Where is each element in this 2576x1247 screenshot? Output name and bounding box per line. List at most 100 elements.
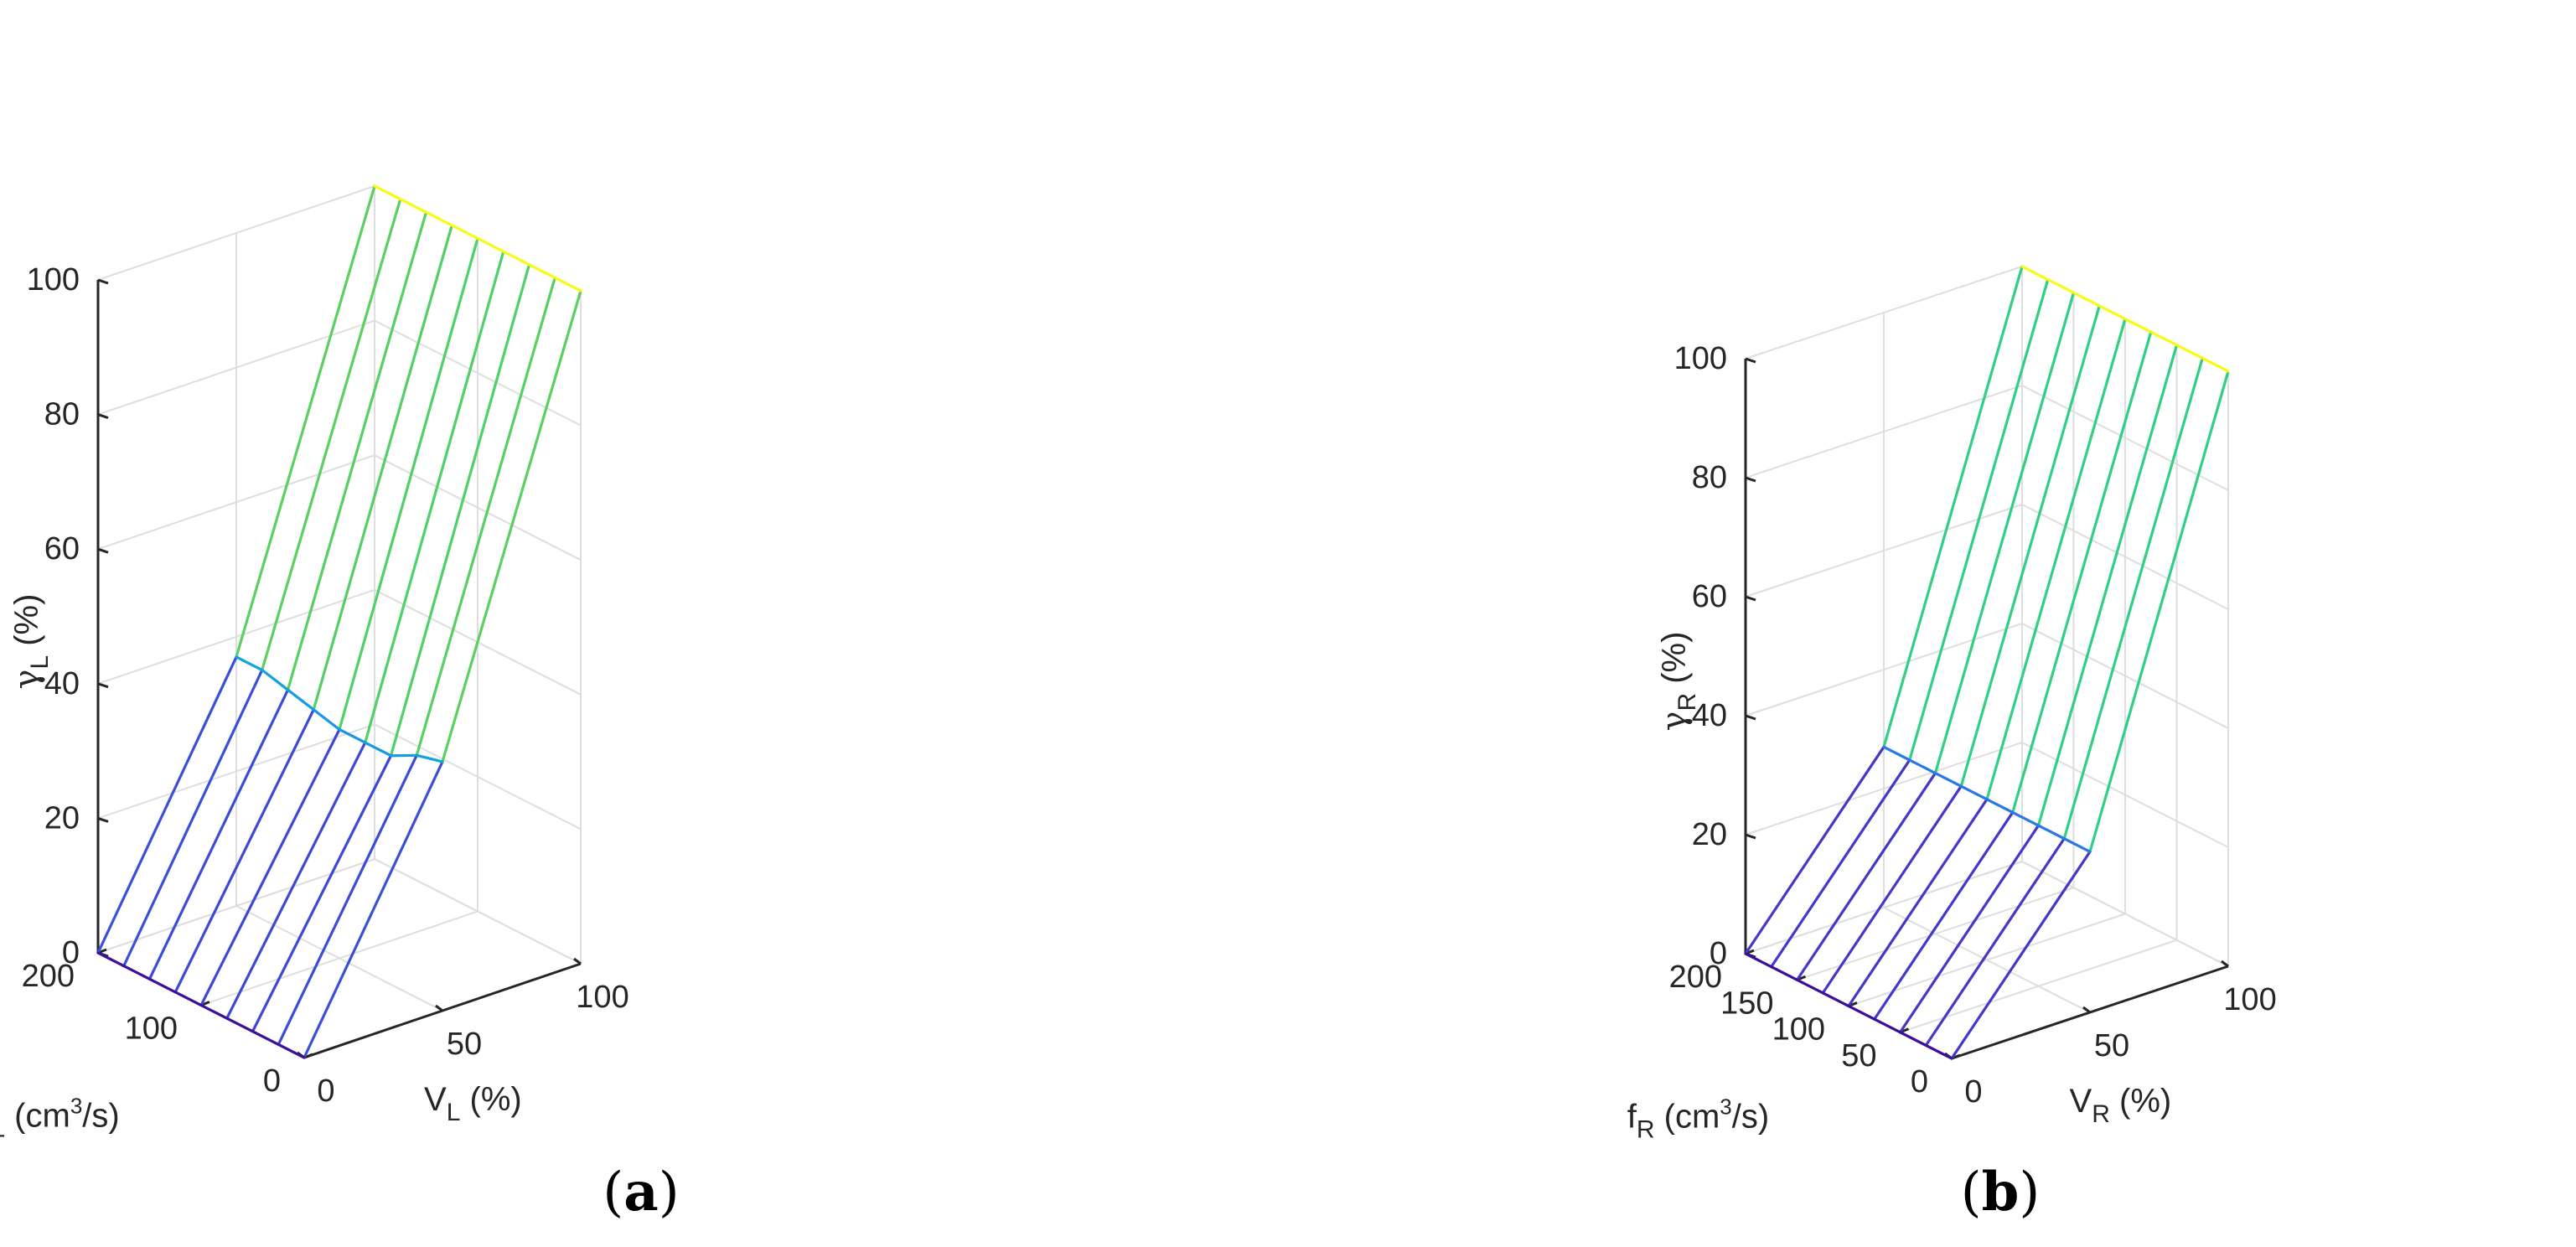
surface-mesh-line (122, 965, 152, 981)
surface-mesh-line (1908, 278, 2050, 762)
z-tick-label: 80 (44, 397, 80, 432)
surface-mesh-line (2036, 344, 2179, 827)
surface-mesh-line (2046, 278, 2076, 294)
surface-mesh-line (1795, 771, 1937, 981)
surface-mesh-line (277, 1043, 306, 1059)
surface-mesh-line (2036, 824, 2066, 841)
surface-mesh-line (1795, 978, 1824, 995)
x-tick-label: 100 (576, 980, 628, 1015)
surface-mesh-line (399, 198, 428, 214)
panel-label: (b) (1961, 1161, 2041, 1224)
x-axis-label: VR (%) (2070, 1083, 2172, 1128)
z-tick (97, 547, 109, 554)
surface-mesh-line (251, 754, 393, 1033)
z-tick (1745, 833, 1756, 840)
y-gridline (1900, 939, 2177, 1033)
surface-mesh-line (338, 236, 479, 732)
x-tick (435, 1004, 443, 1012)
surface-mesh-line (312, 708, 341, 732)
surface-mesh-line (1744, 745, 1885, 955)
surface-mesh-line (527, 263, 556, 279)
surface-mesh-line (1882, 745, 1911, 762)
surface-mesh-line (96, 655, 238, 955)
surface-mesh-line (1924, 837, 2066, 1047)
y-gridline (97, 858, 375, 954)
surface-mesh-line (1924, 1043, 1953, 1060)
surface-mesh-line (199, 727, 341, 1007)
z-tick (1745, 595, 1756, 602)
surface-mesh-line (225, 1017, 255, 1033)
surface-mesh-line (1873, 1017, 1902, 1034)
y-tick-label: 200 (1669, 960, 1722, 995)
z-tick (97, 816, 109, 823)
surface-mesh-line (2072, 291, 2101, 308)
surface-mesh-line (235, 655, 264, 672)
surface-mesh-line (1744, 952, 1773, 969)
y-tick-label: 100 (1772, 1012, 1825, 1048)
z-tick-label: 40 (1692, 698, 1727, 733)
y-axis-label: fR (cm3/s) (1627, 1094, 1769, 1144)
surface-mesh-line (312, 224, 453, 711)
surface-mesh-line (286, 688, 315, 711)
x-tick-label: 50 (2094, 1028, 2129, 1063)
z-tick-label: 0 (1710, 936, 1727, 971)
y-gridline (1797, 887, 2074, 981)
z-tick-label: 80 (1692, 460, 1727, 495)
z-tick (97, 278, 109, 285)
surface-mesh-line (173, 708, 315, 994)
z-tick (1745, 357, 1756, 364)
y-gridline (1848, 913, 2126, 1007)
surface-mesh-line (147, 977, 177, 994)
surface-mesh-line (251, 1030, 280, 1046)
z-tick (97, 413, 109, 420)
surface-mesh-line (1933, 771, 1963, 788)
surface-mesh-line (2011, 330, 2153, 815)
surface-mesh-line (389, 263, 531, 758)
surface-mesh-line (415, 276, 556, 757)
x-tick-label: 50 (447, 1027, 482, 1062)
surface-mesh-line (147, 688, 290, 981)
z-tick-label: 60 (44, 531, 80, 567)
x-tick-label: 0 (317, 1074, 334, 1109)
surface-mesh-line (235, 184, 376, 659)
z-tick-label: 40 (44, 666, 80, 701)
z-tick (97, 682, 109, 689)
x-tick (573, 957, 582, 965)
z-tick-label: 20 (44, 800, 80, 836)
z-tick (1745, 714, 1756, 721)
x-tick (2221, 960, 2229, 968)
surface-mesh-line (2011, 810, 2041, 827)
surface-mesh-line (364, 741, 393, 758)
x-tick-label: 100 (2223, 982, 2276, 1017)
surface-mesh-line (261, 668, 290, 691)
surface-mesh-line (338, 727, 367, 744)
surface-mesh-line (415, 753, 444, 763)
surface-mesh-line (122, 668, 264, 968)
surface-mesh-line (1898, 824, 2041, 1034)
surface-mesh-line (1985, 798, 2015, 815)
surface-mesh-line (2020, 265, 2050, 282)
surface-mesh-line (173, 991, 203, 1007)
surface-mesh-line (1821, 784, 1963, 995)
surface-mesh-line (199, 1003, 229, 1020)
surface-mesh-line (1959, 784, 1989, 801)
z-tick-label: 100 (27, 262, 80, 298)
surface-mesh-line (1873, 810, 2015, 1021)
y-tick-label: 150 (1720, 986, 1773, 1021)
surface-mesh-line (364, 250, 505, 744)
panel-label: (a) (603, 1161, 679, 1224)
y-tick-label: 200 (22, 959, 75, 994)
z-tick-label: 0 (62, 935, 80, 970)
surface-mesh-line (1908, 758, 1937, 775)
surface-mesh-line (2062, 837, 2092, 853)
surface-mesh-line (277, 753, 418, 1046)
surface-mesh-line (2201, 356, 2230, 373)
surface-mesh-line (1821, 991, 1850, 1008)
surface-mesh-line (2062, 356, 2204, 841)
surface-mesh-line (1985, 317, 2127, 801)
surface-mesh-line (1959, 304, 2101, 788)
surface-mesh-line (1933, 291, 2076, 775)
